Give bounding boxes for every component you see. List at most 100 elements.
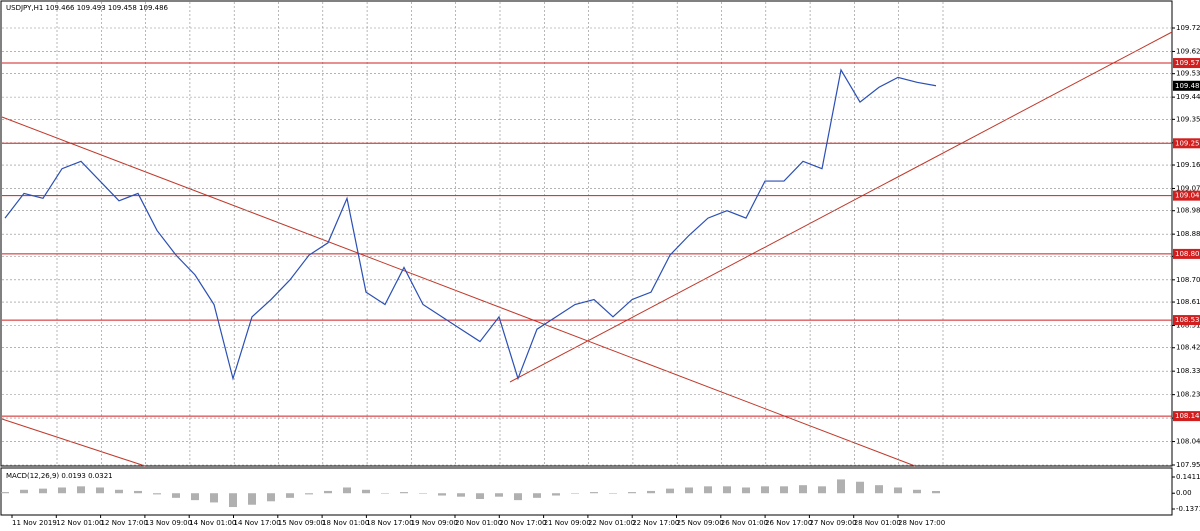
- macd-bar: [419, 493, 427, 494]
- level-label: 109.041: [1175, 192, 1200, 200]
- macd-bar: [400, 492, 408, 494]
- macd-bar: [913, 489, 921, 494]
- x-tick-label: 18 Nov 17:00: [366, 519, 413, 527]
- macd-bar: [571, 493, 579, 494]
- macd-bar: [533, 493, 541, 498]
- y-tick-label: 109.535: [1176, 70, 1200, 78]
- level-label: 108.148: [1175, 412, 1200, 420]
- macd-bar: [172, 493, 180, 498]
- macd-bar: [381, 493, 389, 494]
- x-tick-label: 20 Nov 01:00: [455, 519, 502, 527]
- macd-bar: [96, 487, 104, 494]
- y-tick-label: 109.720: [1176, 24, 1200, 32]
- level-label: 108.537: [1175, 316, 1200, 324]
- macd-bar: [248, 493, 256, 505]
- macd-bar: [286, 493, 294, 498]
- macd-bar: [438, 493, 446, 496]
- x-tick-label: 19 Nov 09:00: [411, 519, 458, 527]
- macd-bar: [20, 489, 28, 494]
- macd-bar: [780, 486, 788, 494]
- x-tick-label: 14 Nov 01:00: [189, 519, 236, 527]
- macd-bar: [742, 487, 750, 494]
- macd-bar: [77, 486, 85, 494]
- x-tick-label: 28 Nov 01:00: [854, 519, 901, 527]
- level-label-bg: [1173, 411, 1200, 422]
- x-tick-label: 18 Nov 01:00: [322, 519, 369, 527]
- y-tick-label: 108.235: [1176, 391, 1200, 399]
- x-tick-label: 15 Nov 09:00: [278, 519, 325, 527]
- y-tick-label: 108.045: [1176, 438, 1200, 446]
- trendline: [509, 31, 1173, 383]
- macd-bar: [343, 487, 351, 494]
- level-label-bg: [1173, 248, 1200, 259]
- price-frame: [0, 0, 1173, 467]
- y-tick-label: 107.950: [1176, 461, 1200, 469]
- macd-bar: [134, 490, 142, 494]
- x-tick-label: 26 Nov 01:00: [721, 519, 768, 527]
- macd-bar: [457, 493, 465, 497]
- level-label-bg: [1173, 58, 1200, 69]
- y-tick-label: 108.610: [1176, 298, 1200, 306]
- y-tick-label: 109.070: [1176, 184, 1200, 192]
- x-tick-label: 25 Nov 09:00: [677, 519, 724, 527]
- macd-frame: [0, 467, 1173, 516]
- x-tick-label: 13 Nov 09:00: [145, 519, 192, 527]
- macd-bar: [552, 493, 560, 496]
- y-tick-label: 108.515: [1176, 322, 1200, 330]
- macd-bar: [875, 485, 883, 494]
- x-tick-label: 21 Nov 09:00: [544, 519, 591, 527]
- x-tick-label: 28 Nov 17:00: [898, 519, 945, 527]
- macd-bar: [704, 486, 712, 494]
- macd-bar: [609, 493, 617, 494]
- macd-bar: [153, 493, 161, 495]
- y-tick-label: 108.700: [1176, 276, 1200, 284]
- macd-bar: [799, 485, 807, 494]
- macd-bar: [818, 486, 826, 494]
- x-tick-label: 12 Nov 01:00: [56, 519, 103, 527]
- macd-bar: [666, 488, 674, 494]
- x-tick-label: 20 Nov 17:00: [499, 519, 546, 527]
- macd-bar: [58, 487, 66, 494]
- x-tick-label: 22 Nov 17:00: [632, 519, 679, 527]
- macd-bar: [229, 493, 237, 508]
- level-label: 109.253: [1175, 139, 1200, 147]
- macd-bar: [685, 487, 693, 494]
- macd-tick-label: 0.00: [1176, 489, 1192, 497]
- trendlines: [1, 31, 1173, 467]
- x-tick-label: 26 Nov 17:00: [765, 519, 812, 527]
- y-tick-label: 108.980: [1176, 207, 1200, 215]
- current-price-label: 109.486: [1175, 82, 1200, 90]
- y-tick-label: 109.440: [1176, 93, 1200, 101]
- macd-bar: [115, 489, 123, 494]
- x-tick-label: 14 Nov 17:00: [234, 519, 281, 527]
- macd-bar: [324, 490, 332, 494]
- x-tick-label: 22 Nov 01:00: [588, 519, 635, 527]
- current-price-bg: [1173, 80, 1200, 91]
- x-tick-label: 12 Nov 17:00: [101, 519, 148, 527]
- macd-tick-label: -0.1371: [1176, 505, 1200, 513]
- level-label-bg: [1173, 138, 1200, 149]
- y-tick-label: 109.165: [1176, 161, 1200, 169]
- y-tick-label: 108.330: [1176, 367, 1200, 375]
- macd-bar: [495, 493, 503, 497]
- macd-bar: [761, 486, 769, 494]
- macd-bar: [39, 488, 47, 494]
- macd-bar: [837, 479, 845, 494]
- macd-bar: [305, 493, 313, 495]
- macd-bar: [628, 492, 636, 494]
- x-tick-label: 27 Nov 09:00: [809, 519, 856, 527]
- y-tick-label: 108.425: [1176, 344, 1200, 352]
- y-tick-label: 109.350: [1176, 115, 1200, 123]
- macd-bar: [856, 481, 864, 494]
- macd-bar: [514, 493, 522, 501]
- trendline: [1, 116, 916, 467]
- macd-title: MACD(12,26,9) 0.0193 0.0321: [6, 472, 113, 480]
- macd-bar: [210, 493, 218, 503]
- macd-bar: [362, 489, 370, 494]
- macd-bar: [1, 492, 9, 494]
- macd-bar: [723, 486, 731, 494]
- level-label-bg: [1173, 315, 1200, 326]
- x-tick-label: 11 Nov 2019: [12, 519, 57, 527]
